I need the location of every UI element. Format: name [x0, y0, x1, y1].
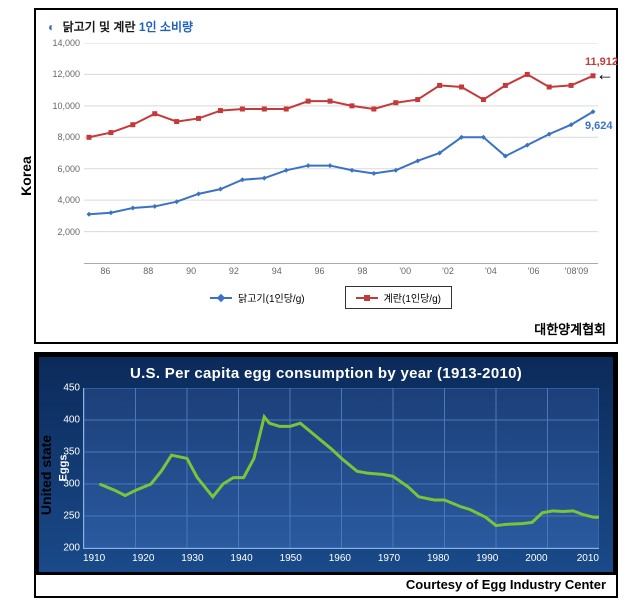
arrow-left-icon: ← — [596, 64, 614, 85]
legend-swatch-icon — [356, 297, 378, 299]
korea-legend-item: 계란(1인당/g) — [345, 286, 452, 309]
us-xtick: 1920 — [132, 553, 181, 564]
korea-plot: 2,0004,0006,0008,00010,00012,00014,0009,… — [84, 43, 598, 264]
korea-callout: 9,624 — [585, 120, 613, 132]
korea-legend-item: 닭고기(1인당/g) — [200, 286, 315, 309]
korea-xtick: '08'09 — [555, 266, 598, 276]
us-wrap: U.S. Per capita egg consumption by year … — [36, 354, 616, 575]
korea-xticks: 86889092949698'00'02'04'06'08'09 — [84, 266, 598, 276]
korea-panel: Korea ◐ 닭고기 및 계란 1인 소비량 2,0004,0006,0008… — [34, 8, 618, 344]
korea-xtick: 92 — [212, 266, 255, 276]
korea-ytick: 2,000 — [42, 227, 80, 237]
us-xtick: 1930 — [181, 553, 230, 564]
us-xtick: 1980 — [427, 553, 476, 564]
korea-source: 대한양계협회 — [36, 317, 616, 342]
korea-xtick: 86 — [84, 266, 127, 276]
korea-svg — [84, 43, 598, 263]
korea-xtick: '06 — [512, 266, 555, 276]
us-xtick: 1950 — [280, 553, 329, 564]
us-svg — [84, 388, 599, 548]
us-ytick: 450 — [54, 383, 80, 394]
us-xtick: 1990 — [476, 553, 525, 564]
korea-title-highlight: 1인 소비량 — [139, 20, 193, 34]
korea-ytick: 14,000 — [42, 38, 80, 48]
korea-ytick: 10,000 — [42, 101, 80, 111]
legend-label: 닭고기(1인당/g) — [238, 290, 305, 305]
korea-legend: 닭고기(1인당/g) 계란(1인당/g) — [44, 286, 608, 309]
korea-xtick: '04 — [469, 266, 512, 276]
us-ytick: 250 — [54, 511, 80, 522]
us-xtick: 1910 — [83, 553, 132, 564]
us-ytick: 300 — [54, 479, 80, 490]
korea-xtick: '02 — [427, 266, 470, 276]
us-ylabel: Eggs — [57, 455, 69, 482]
legend-label: 계란(1인당/g) — [384, 290, 441, 305]
korea-xtick: 88 — [127, 266, 170, 276]
korea-xtick: 94 — [255, 266, 298, 276]
us-xtick: 1960 — [329, 553, 378, 564]
korea-xtick: 98 — [341, 266, 384, 276]
us-xticks: 1910192019301940195019601970198019902000… — [83, 553, 599, 564]
korea-ytick: 4,000 — [42, 195, 80, 205]
us-xtick: 2010 — [574, 553, 599, 564]
us-xtick: 1970 — [378, 553, 427, 564]
korea-title-prefix: 닭고기 및 계란 — [63, 20, 136, 34]
korea-xtick: 96 — [298, 266, 341, 276]
legend-swatch-icon — [210, 297, 232, 299]
us-ytick: 400 — [54, 415, 80, 426]
us-source: Courtesy of Egg Industry Center — [36, 575, 616, 596]
us-xtick: 1940 — [230, 553, 279, 564]
korea-xtick: 90 — [170, 266, 213, 276]
us-plot: Eggs 200250300350400450 — [83, 388, 599, 549]
korea-ytick: 8,000 — [42, 132, 80, 142]
us-ytick: 350 — [54, 447, 80, 458]
us-ytick: 200 — [54, 543, 80, 554]
us-xtick: 2000 — [525, 553, 574, 564]
korea-ytick: 12,000 — [42, 69, 80, 79]
us-vlabel: United state — [38, 435, 54, 515]
us-panel: United state U.S. Per capita egg consump… — [34, 352, 618, 598]
korea-xtick: '00 — [384, 266, 427, 276]
us-title: U.S. Per capita egg consumption by year … — [47, 365, 605, 382]
korea-title: ◐ 닭고기 및 계란 1인 소비량 — [44, 16, 608, 39]
korea-ytick: 6,000 — [42, 164, 80, 174]
bullet-icon: ◐ — [48, 20, 55, 34]
korea-vlabel: Korea — [18, 156, 34, 196]
